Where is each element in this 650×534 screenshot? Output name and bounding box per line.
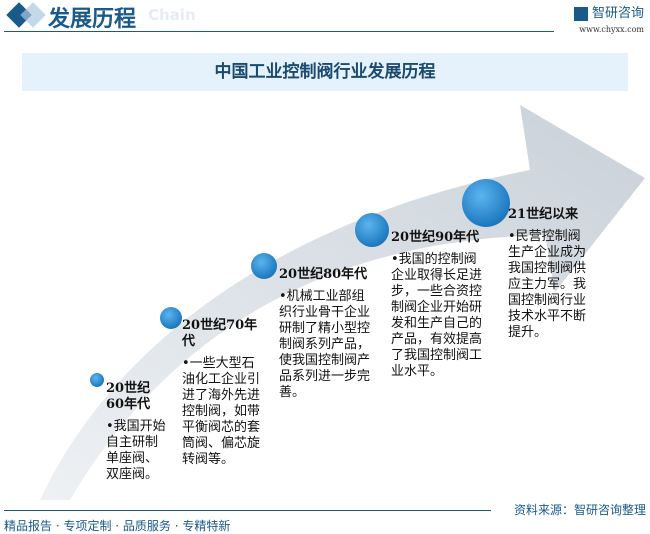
stage-21st-century: 21世纪以来 •民营控制阀生产企业成为我国控制阀供应主力军。我国控制阀行业技术水… xyxy=(508,207,590,341)
stage-title: 20世纪60年代 xyxy=(106,381,151,412)
logo-name: 智研咨询 xyxy=(591,6,644,21)
stage-title: 20世纪80年代 xyxy=(279,267,368,282)
stage-desc: •民营控制阀生产企业成为我国控制阀供应主力军。我国控制阀行业技术水平不断提升。 xyxy=(508,229,587,340)
stage-1980s: 20世纪80年代 •机械工业部组织行业骨干企业研制了精小型控制阀系列产品，使我国… xyxy=(279,267,375,401)
stage-1990s: 20世纪90年代 •我国的控制阀企业取得长足进步，一些合资控制阀企业开始研发和生… xyxy=(391,230,487,380)
stage-title: 20世纪70年代 xyxy=(182,318,258,349)
logo-icon xyxy=(573,6,588,21)
logo-url: www.chyxx.com xyxy=(579,25,644,34)
brand-logo: 智研咨询 www.chyxx.com xyxy=(573,2,644,34)
stage-1970s: 20世纪70年代 •一些大型石油化工企业引进了海外先进控制阀，如带平衡阀芯的套筒… xyxy=(182,318,262,468)
stage-desc: •我国开始自主研制单座阀、双座阀。 xyxy=(106,419,166,482)
header-divider xyxy=(4,31,554,32)
source-note: 资料来源：智研咨询整理 xyxy=(513,503,646,517)
timeline-dot xyxy=(90,373,104,387)
stage-1960s: 20世纪60年代 •我国开始自主研制单座阀、双座阀。 xyxy=(106,381,168,483)
stage-desc: •一些大型石油化工企业引进了海外先进控制阀，如带平衡阀芯的套筒阀、偏芯旋转阀等。 xyxy=(182,356,261,467)
stage-desc: •我国的控制阀企业取得长足进步，一些合资控制阀企业开始研发和生产自己的产品，有效… xyxy=(391,252,483,379)
timeline-dot xyxy=(355,213,389,247)
section-title: 发展历程 xyxy=(48,6,137,32)
stage-title: 20世纪90年代 xyxy=(391,230,480,245)
footer-divider xyxy=(4,510,491,511)
stage-title: 21世纪以来 xyxy=(508,207,579,222)
timeline-dot xyxy=(462,179,510,227)
stage-desc: •机械工业部组织行业骨干企业研制了精小型控制阀系列产品，使我国控制阀产品系列进一… xyxy=(279,289,371,400)
timeline-dot xyxy=(160,307,182,329)
footer-slogan: 精品报告 · 专项定制 · 品质服务 · 专精特新 xyxy=(4,519,231,533)
watermark-text: Chain xyxy=(148,6,196,24)
page-title: 中国工业控制阀行业发展历程 xyxy=(22,53,628,91)
timeline-dot xyxy=(251,253,277,279)
